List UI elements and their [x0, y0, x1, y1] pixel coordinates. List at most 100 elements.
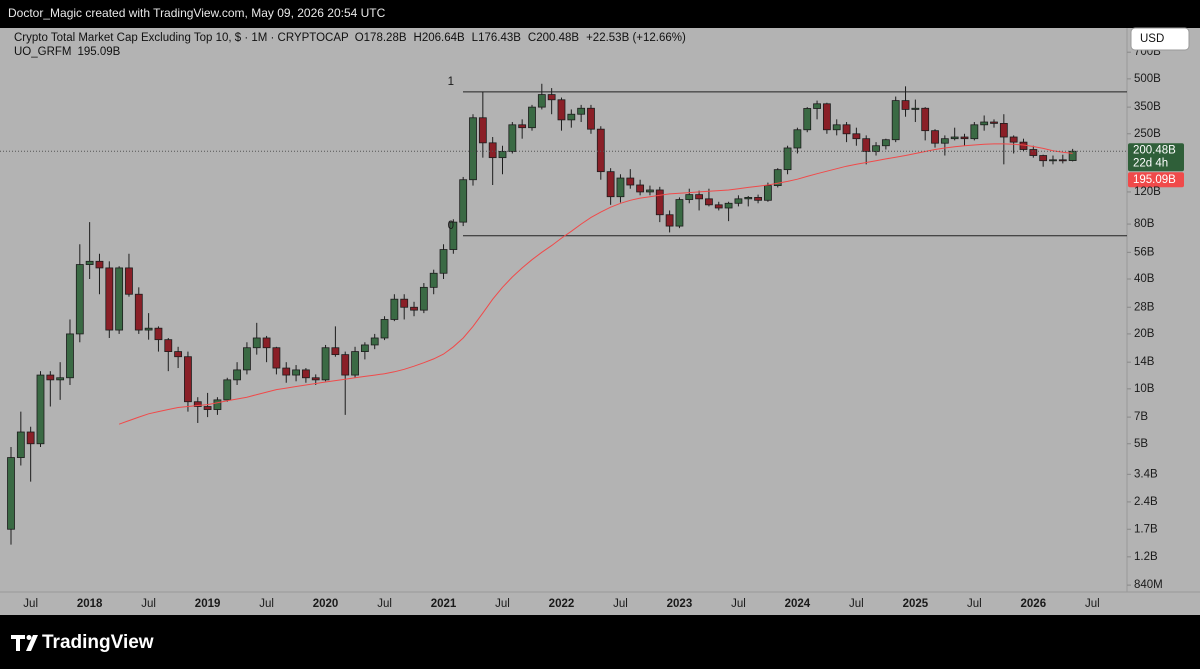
- candle-body: [351, 351, 359, 376]
- candle-body: [636, 184, 645, 193]
- candle-body: [646, 189, 654, 193]
- candle-body: [1058, 159, 1067, 162]
- x-tick-label: Jul: [731, 598, 746, 610]
- ohlc-label: O178.28B: [355, 32, 407, 44]
- x-tick-label: Jul: [1085, 598, 1100, 610]
- x-tick-label: 2021: [431, 598, 457, 610]
- candle-body: [272, 347, 281, 369]
- candle-body: [95, 260, 104, 269]
- candle-body: [911, 107, 920, 110]
- button-label[interactable]: USD: [1140, 33, 1164, 45]
- candle-body: [940, 138, 949, 144]
- candle-body: [685, 194, 694, 200]
- candle-body: [1029, 149, 1038, 156]
- x-tick-label: 2023: [667, 598, 693, 610]
- logo-part: [26, 635, 32, 640]
- price-tag-label: 200.48B: [1133, 144, 1176, 156]
- chart-title: Crypto Total Market Cap Excluding Top 10…: [14, 32, 349, 44]
- candle-body: [1049, 159, 1057, 162]
- candle-body: [105, 267, 114, 331]
- ohlc-label: +22.53B (+12.66%): [586, 32, 686, 44]
- candle-body: [459, 179, 468, 223]
- candle-body: [862, 138, 871, 152]
- footer: [0, 615, 1200, 669]
- candle-body: [7, 457, 15, 530]
- candle-body: [734, 198, 743, 204]
- candle-body: [144, 327, 153, 331]
- candle-body: [547, 94, 556, 101]
- candle-body: [498, 151, 507, 159]
- ohlc-label: L176.43B: [472, 32, 522, 44]
- x-tick-label: Jul: [613, 598, 628, 610]
- y-tick-label: 10B: [1134, 383, 1155, 395]
- candle-body: [439, 249, 448, 274]
- countdown-label: 22d 4h: [1133, 157, 1168, 169]
- candle-body: [970, 124, 979, 140]
- candle-body: [852, 133, 861, 140]
- candle-body: [164, 339, 173, 352]
- candle-body: [252, 337, 261, 349]
- y-tick-label: 3.4B: [1134, 468, 1158, 480]
- x-tick-label: Jul: [495, 598, 510, 610]
- y-tick-label: 56B: [1134, 246, 1155, 258]
- candle-body: [56, 377, 65, 381]
- candle-body: [508, 124, 517, 152]
- candle-body: [675, 199, 684, 227]
- candle-body: [842, 124, 851, 135]
- currency-button[interactable]: USD: [1130, 27, 1190, 51]
- logo-part: [11, 635, 25, 651]
- candle-body: [537, 94, 546, 108]
- y-tick-label: 840M: [1134, 579, 1163, 591]
- ohlc-label: C200.48B: [528, 32, 579, 44]
- candle-body: [832, 124, 841, 131]
- candle-body: [243, 347, 251, 371]
- candle-body: [577, 107, 586, 115]
- ohlc-label: H206.64B: [414, 32, 465, 44]
- candle-body: [626, 177, 635, 186]
- candle-body: [488, 142, 497, 159]
- x-tick-label: 2022: [549, 598, 575, 610]
- candle-body: [115, 267, 124, 331]
- y-tick-label: 120B: [1134, 186, 1161, 198]
- candle-body: [419, 286, 428, 311]
- candle-body: [134, 293, 143, 331]
- indicator-line: [118, 143, 1073, 425]
- candle-body: [262, 337, 271, 349]
- candle-body: [400, 298, 409, 308]
- candle-body: [744, 197, 753, 200]
- candle-body: [331, 347, 340, 356]
- y-tick-label: 14B: [1134, 356, 1155, 368]
- candle-body: [449, 221, 458, 250]
- candle-body: [557, 99, 566, 121]
- candle-body: [203, 406, 212, 410]
- candle-body: [596, 128, 605, 173]
- candle-body: [528, 106, 536, 129]
- candle-body: [803, 108, 812, 131]
- candle-body: [370, 337, 379, 346]
- indicator-tag: [1128, 172, 1184, 188]
- candle-body: [714, 204, 723, 209]
- candle-body: [410, 306, 418, 311]
- candle-body: [75, 264, 84, 335]
- candle-body: [960, 136, 969, 140]
- candle-body: [282, 367, 291, 376]
- button-bg[interactable]: [1130, 27, 1190, 51]
- candle-body: [872, 145, 880, 152]
- candle-body: [1068, 150, 1077, 161]
- candle-body: [469, 117, 477, 181]
- y-tick-label: 7B: [1134, 411, 1148, 423]
- candle-body: [1009, 136, 1018, 143]
- candle-body: [36, 374, 45, 445]
- candle-body: [655, 189, 664, 216]
- x-tick-label: Jul: [849, 598, 864, 610]
- candle-body: [881, 139, 890, 147]
- candle-body: [950, 136, 959, 140]
- candle-body: [478, 117, 487, 144]
- top-bar: [0, 0, 1200, 28]
- candle-body: [518, 124, 527, 129]
- candle-body: [724, 202, 733, 209]
- y-tick-label: 40B: [1134, 273, 1155, 285]
- x-tick-label: 2024: [785, 598, 811, 610]
- indicator-name: UO_GRFM: [14, 46, 72, 58]
